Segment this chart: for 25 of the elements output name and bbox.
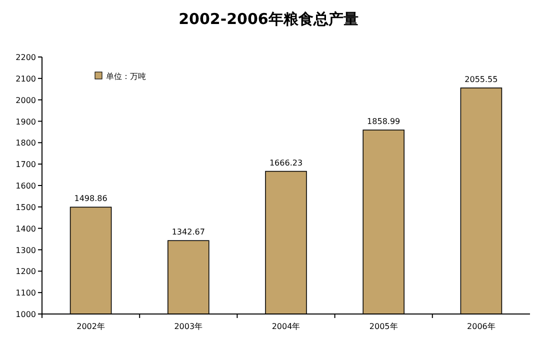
y-tick-label: 1500 — [16, 202, 36, 212]
y-tick-label: 1800 — [16, 138, 36, 148]
y-tick-label: 1000 — [16, 310, 36, 319]
x-tick-label: 2004年 — [272, 322, 300, 331]
y-tick-label: 1400 — [16, 224, 36, 234]
x-tick-label: 2002年 — [76, 322, 105, 331]
data-label: 1342.67 — [172, 228, 205, 237]
y-tick-label: 1100 — [16, 288, 36, 298]
y-tick-label: 2200 — [16, 53, 36, 62]
y-tick-label: 1900 — [16, 117, 36, 126]
data-label: 2055.55 — [464, 74, 498, 84]
y-tick-label: 2000 — [16, 96, 36, 105]
x-tick-label: 2005年 — [369, 322, 398, 331]
y-tick-label: 2100 — [16, 74, 36, 84]
x-tick-label: 2003年 — [174, 322, 203, 331]
data-label: 1666.23 — [269, 158, 303, 168]
y-tick-label: 1200 — [16, 267, 36, 276]
legend-label: 单位：万吨 — [106, 72, 146, 81]
chart-title: 2002-2006年粮食总产量 — [178, 10, 358, 28]
data-label: 1498.86 — [74, 194, 108, 204]
y-tick-label: 1300 — [16, 246, 36, 255]
x-tick-label: 2006年 — [467, 322, 496, 331]
y-tick-label: 1700 — [16, 160, 36, 170]
y-tick-label: 1600 — [16, 182, 36, 190]
data-label: 1858.99 — [367, 117, 400, 126]
